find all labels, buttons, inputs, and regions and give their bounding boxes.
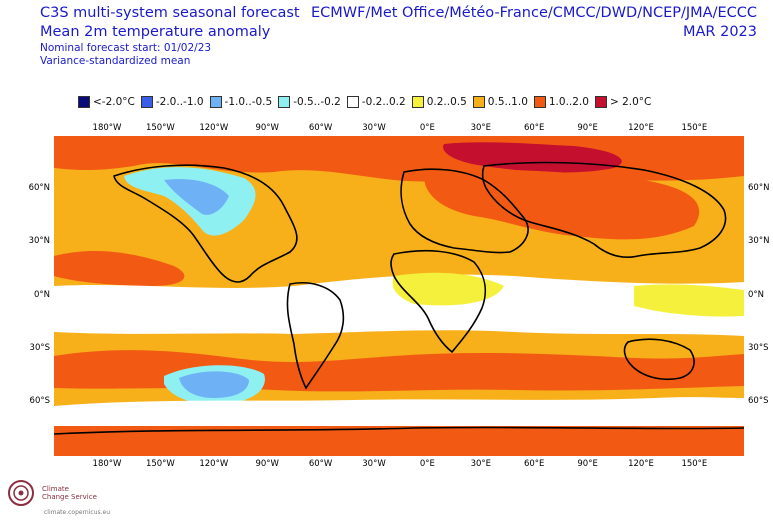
axis-label: 30°N [28,236,50,246]
legend-swatch [533,96,546,108]
axis-label: 120°E [628,123,654,133]
axis-label: 0°N [748,290,765,300]
axis-label: 150°E [681,459,708,469]
title-block: C3S multi-system seasonal forecast Mean … [40,4,300,68]
legend-item: 0.2..0.5 [411,96,467,108]
axis-label: 150°W [145,459,175,469]
anomaly-map [54,136,744,456]
legend-swatch [278,96,291,108]
axis-label: 30°S [29,343,50,353]
axis-label: 150°W [145,123,175,133]
legend-label: -2.0..-1.0 [155,96,204,108]
axis-label: 60°S [748,396,769,406]
legend-swatch [209,96,222,108]
legend-swatch [411,96,424,108]
systems-list: ECMWF/Met Office/Météo-France/CMCC/DWD/N… [310,5,757,21]
title-right-block: ECMWF/Met Office/Météo-France/CMCC/DWD/N… [311,4,757,42]
map-title: C3S multi-system seasonal forecast [40,5,300,21]
axis-label: 180°W [92,123,122,133]
region-eurasia [424,169,700,240]
axis-label: 120°E [628,459,654,469]
legend-label: 0.2..0.5 [426,96,467,108]
axis-label: 30°S [748,343,769,353]
legend-item: -1.0..-0.5 [209,96,273,108]
axis-label: 120°W [199,459,229,469]
axis-label: 0°E [419,123,435,133]
legend-label: 0.5..1.0 [487,96,528,108]
axis-label: 180°W [92,459,122,469]
region-sp-cold [179,371,249,398]
legend-swatch [346,96,359,108]
legend-item: -0.2..0.2 [346,96,406,108]
coastlines [54,161,744,435]
axis-label: 90°E [577,123,598,133]
axis-label: 60°N [748,183,770,193]
axis-label: 150°E [681,123,708,133]
logo-line2: Change Service [42,493,97,501]
region-africa-yellow [392,272,504,306]
method-note: Variance-standardized mean [40,55,191,67]
axis-label: 60°W [308,123,333,133]
axis-label: 30°W [362,459,386,469]
color-legend: <-2.0°C -2.0..-1.0 -1.0..-0.5 -0.5..-0.2 -0.… [78,94,657,110]
logo-line1: Climate [42,485,69,493]
legend-item: -0.5..-0.2 [278,96,341,108]
axis-label: 0°N [33,290,50,300]
legend-item: -2.0..-1.0 [140,96,204,108]
region-pacific-warm [54,251,185,286]
legend-item: 0.5..1.0 [472,96,528,108]
axis-label: 60°E [523,123,545,133]
axis-label: 120°W [199,123,229,133]
region-tropics-neutral [54,274,744,336]
axis-label: 90°W [255,123,279,133]
legend-item: 1.0..2.0 [533,96,589,108]
axis-label: 90°E [577,459,598,469]
copernicus-logo: Climate Change Service [6,478,97,508]
legend-item: <-2.0°C [78,96,135,108]
region-wpac-yellow [634,284,744,317]
legend-label: -0.2..0.2 [361,96,406,108]
axis-label: 0°E [419,459,435,469]
forecast-period: MAR 2023 [682,24,757,40]
axis-label: 60°S [29,396,50,406]
region-antarctic-neutral [54,397,744,429]
legend-swatch [472,96,485,108]
legend-label: > 2.0°C [609,96,652,108]
legend-label: <-2.0°C [93,96,135,108]
c3s-logo-icon [8,480,34,506]
legend-label: -1.0..-0.5 [224,96,273,108]
forecast-start: Nominal forecast start: 01/02/23 [40,42,212,54]
axis-label: 30°W [362,123,386,133]
axis-label: 30°N [748,236,770,246]
legend-swatch [140,96,153,108]
region-na-cold [164,178,229,215]
legend-swatch [594,96,607,108]
legend-label: -0.5..-0.2 [293,96,341,108]
map-variable: Mean 2m temperature anomaly [40,24,271,40]
axis-label: 60°W [308,459,333,469]
legend-item: > 2.0°C [594,96,652,108]
axis-label: 60°E [523,459,545,469]
legend-label: 1.0..2.0 [548,96,589,108]
copernicus-url: climate.copernicus.eu [44,509,111,516]
legend-swatch [78,96,90,108]
axis-label: 60°N [28,183,50,193]
axis-label: 30°E [470,459,492,469]
region-antarctica-warm [54,426,744,456]
axis-label: 90°W [255,459,279,469]
axis-label: 30°E [470,123,492,133]
